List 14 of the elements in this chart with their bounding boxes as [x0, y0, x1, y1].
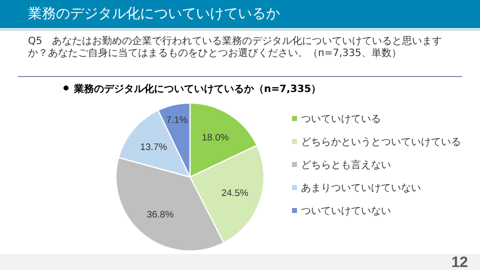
data-label: 18.0%	[202, 132, 230, 144]
legend-label: どちらとも言えない	[301, 159, 391, 171]
legend-label: あまりついていけていない	[301, 183, 421, 194]
legend-label: ついていけている	[301, 114, 381, 125]
data-label: 7.1%	[166, 114, 188, 126]
data-label: 13.7%	[140, 142, 168, 154]
chart-subtitle: Q5 あなたはお勤めの企業で行われている業務のデジタル化についていけていると思いますか？あなたご自身に当てはまるものをひとつお選びください。（n=7,335、単数）	[28, 36, 444, 60]
data-label: 36.8%	[146, 209, 174, 220]
data-label: 24.5%	[221, 188, 249, 199]
text: 12	[451, 254, 468, 270]
chart-title: 業務のデジタル化についていけているか	[28, 5, 280, 23]
text: 業務のデジタル化についていけているか（n=7,335）	[73, 83, 322, 95]
legend-label: ついていけていない	[301, 206, 391, 217]
legend-label: どちらかというとついていけている	[301, 137, 461, 148]
